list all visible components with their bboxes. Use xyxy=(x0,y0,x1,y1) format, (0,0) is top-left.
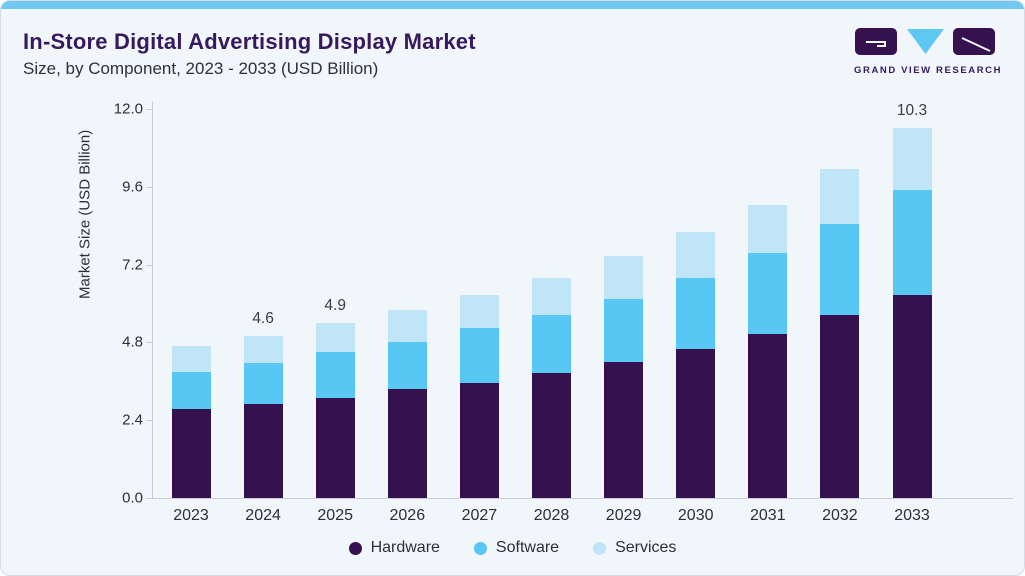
top-accent-bar xyxy=(1,1,1024,9)
legend-dot-services xyxy=(593,541,607,555)
legend-label: Software xyxy=(495,539,560,556)
bar-segment-software-2027 xyxy=(459,327,499,383)
bar-segment-services-2024 xyxy=(243,335,283,364)
grand-view-research-logo: GRAND VIEW RESEARCH xyxy=(854,27,1003,76)
y-axis-line xyxy=(152,101,153,498)
bar-segment-software-2026 xyxy=(387,342,427,390)
bar-segment-services-2033 xyxy=(892,128,932,191)
x-tick-label: 2032 xyxy=(822,507,858,524)
x-axis-line xyxy=(152,498,1013,499)
bar-segment-software-2033 xyxy=(892,190,932,296)
bar-segment-services-2026 xyxy=(387,309,427,343)
x-tick-label: 2028 xyxy=(533,507,570,524)
y-axis-tick xyxy=(146,420,152,422)
y-tick-label: 7.2 xyxy=(122,256,143,274)
y-tick-label: 2.4 xyxy=(122,411,143,429)
y-tick-label: 4.8 xyxy=(122,333,143,351)
bar-segment-software-2025 xyxy=(315,352,355,398)
x-tick-label: 2030 xyxy=(677,507,714,524)
bar-segment-hardware-2031 xyxy=(748,334,788,498)
bar-segment-software-2031 xyxy=(748,253,788,335)
bar-segment-hardware-2025 xyxy=(315,397,355,498)
bar-segment-services-2032 xyxy=(820,168,860,225)
y-axis-tick xyxy=(146,109,152,110)
bar-segment-hardware-2030 xyxy=(676,348,716,498)
bar-segment-hardware-2033 xyxy=(892,295,932,498)
page-subtitle: Size, by Component, 2023 - 2033 (USD Bil… xyxy=(23,59,379,78)
legend-label: Hardware xyxy=(370,539,440,556)
y-axis-tick xyxy=(146,498,152,499)
bar-segment-services-2028 xyxy=(532,277,571,315)
bar-segment-hardware-2027 xyxy=(459,382,499,498)
bar-segment-hardware-2032 xyxy=(820,314,860,498)
bar-segment-software-2030 xyxy=(676,277,716,349)
chart-legend: Hardware Software Services xyxy=(1,539,1024,557)
bar-segment-hardware-2028 xyxy=(532,373,571,498)
bar-segment-services-2025 xyxy=(315,322,355,353)
gvr-logo-icon xyxy=(855,28,995,55)
y-axis-tick xyxy=(146,264,152,266)
bar-total-label: 4.6 xyxy=(252,309,274,327)
bar-segment-services-2030 xyxy=(676,232,716,278)
legend-item-software: Software xyxy=(473,539,560,557)
bar-segment-software-2023 xyxy=(171,371,211,409)
y-tick-label: 0.0 xyxy=(122,489,143,507)
bar-segment-hardware-2023 xyxy=(171,408,211,498)
y-tick-label: 12.0 xyxy=(113,100,143,118)
x-tick-label: 2023 xyxy=(173,507,209,524)
bar-segment-software-2024 xyxy=(243,363,283,404)
bar-total-label: 10.3 xyxy=(896,102,928,120)
x-tick-label: 2025 xyxy=(317,507,353,524)
y-tick-label: 9.6 xyxy=(122,178,143,196)
x-tick-label: 2033 xyxy=(894,507,930,524)
legend-item-hardware: Hardware xyxy=(348,539,440,557)
bar-segment-services-2027 xyxy=(459,295,499,328)
bar-total-label: 4.9 xyxy=(324,296,346,314)
legend-dot-hardware xyxy=(348,541,362,555)
bar-segment-hardware-2029 xyxy=(604,361,644,498)
bar-segment-hardware-2024 xyxy=(243,403,283,498)
x-tick-label: 2024 xyxy=(245,507,281,524)
y-axis-tick xyxy=(146,342,152,344)
page-title: In-Store Digital Advertising Display Mar… xyxy=(23,29,476,54)
y-axis-tick xyxy=(146,186,152,188)
bar-segment-services-2029 xyxy=(604,256,644,299)
x-tick-label: 2027 xyxy=(461,507,498,524)
x-tick-label: 2026 xyxy=(389,507,426,524)
bar-segment-software-2032 xyxy=(820,224,860,315)
bar-segment-software-2028 xyxy=(532,314,571,374)
legend-item-services: Services xyxy=(593,539,676,557)
x-tick-label: 2029 xyxy=(605,507,642,524)
x-tick-label: 2031 xyxy=(750,507,786,524)
logo-text: GRAND VIEW RESEARCH xyxy=(854,65,1003,76)
bar-segment-hardware-2026 xyxy=(387,389,427,498)
bar-segment-software-2029 xyxy=(604,298,644,362)
bar-segment-services-2031 xyxy=(748,204,788,254)
legend-dot-software xyxy=(473,541,487,555)
legend-label: Services xyxy=(615,539,677,556)
bar-segment-services-2023 xyxy=(171,345,211,372)
